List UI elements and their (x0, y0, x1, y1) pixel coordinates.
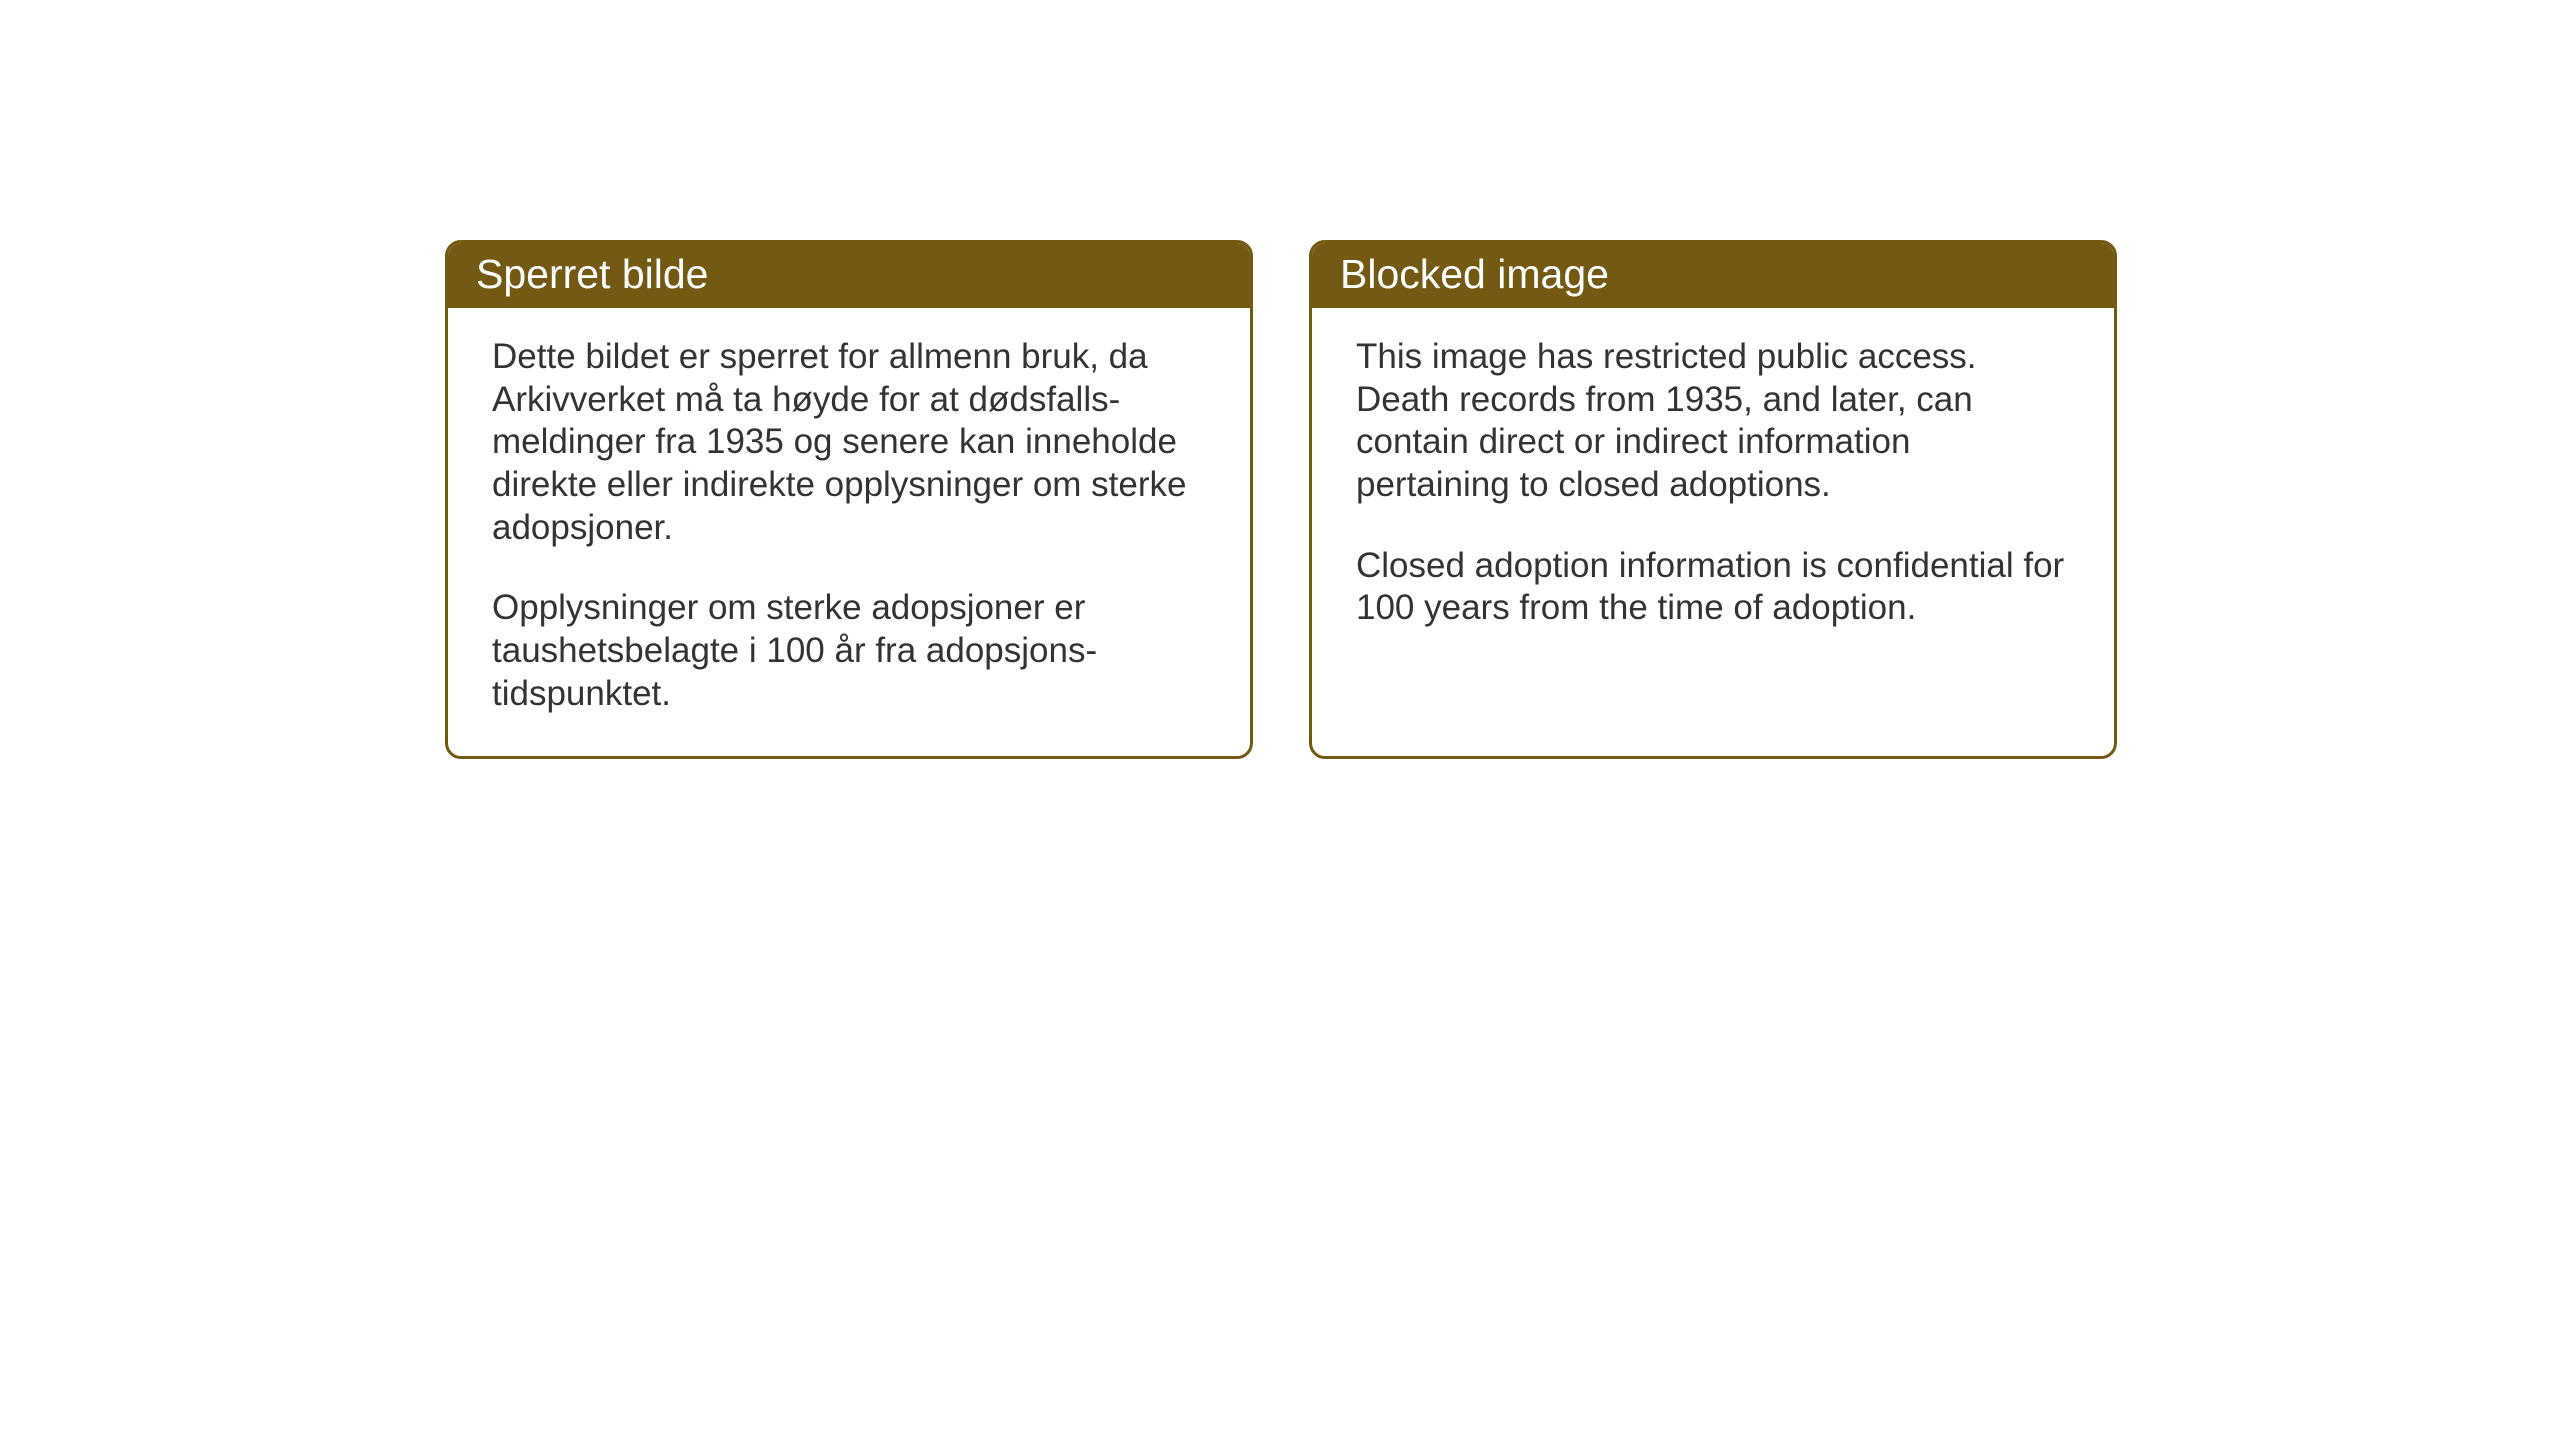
english-panel-body: This image has restricted public access.… (1312, 308, 2114, 670)
norwegian-paragraph-2: Opplysninger om sterke adopsjoner er tau… (492, 587, 1206, 715)
english-panel-title: Blocked image (1312, 243, 2114, 308)
english-panel: Blocked image This image has restricted … (1309, 240, 2117, 759)
norwegian-panel: Sperret bilde Dette bildet er sperret fo… (445, 240, 1253, 759)
norwegian-panel-title: Sperret bilde (448, 243, 1250, 308)
english-paragraph-2: Closed adoption information is confident… (1356, 545, 2070, 630)
panels-container: Sperret bilde Dette bildet er sperret fo… (445, 240, 2117, 759)
english-paragraph-1: This image has restricted public access.… (1356, 336, 2070, 507)
norwegian-paragraph-1: Dette bildet er sperret for allmenn bruk… (492, 336, 1206, 549)
norwegian-panel-body: Dette bildet er sperret for allmenn bruk… (448, 308, 1250, 756)
